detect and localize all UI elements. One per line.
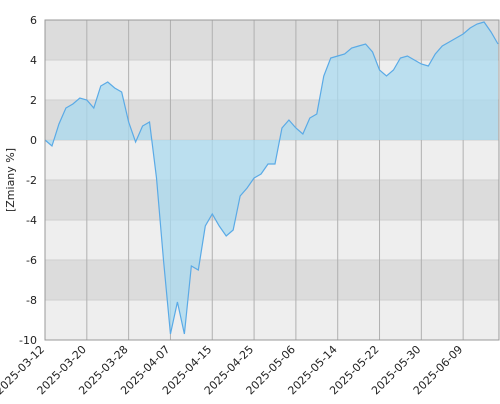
y-tick-label: -8	[26, 294, 37, 307]
background-band	[45, 180, 499, 220]
background-band	[45, 260, 499, 300]
line	[44, 21, 499, 335]
y-tick-label: -2	[26, 174, 37, 187]
y-tick-label: 2	[30, 94, 37, 107]
background-band	[45, 300, 499, 340]
y-tick-label: -10	[19, 334, 37, 347]
y-tick-label: 4	[30, 54, 37, 67]
area-fill	[45, 22, 498, 334]
y-tick-label: -4	[26, 214, 37, 227]
background-band	[45, 220, 499, 260]
background-band	[45, 20, 499, 60]
y-tick-label: 6	[30, 14, 37, 27]
y-tick-label: -6	[26, 254, 37, 267]
plot-border	[44, 19, 500, 341]
y-axis-label: [Zmiany %]	[4, 148, 17, 212]
y-tick-label: 0	[30, 134, 37, 147]
